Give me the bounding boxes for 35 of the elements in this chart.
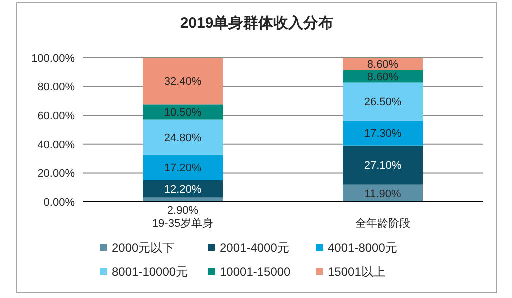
x-tick-label: 全年龄阶段 [356,218,410,230]
data-label: 17.30% [364,128,402,140]
y-tick-label: 20.00% [38,168,76,180]
data-label: 12.20% [164,184,202,196]
legend-label: 15001以上 [328,265,386,280]
data-label: 2.90% [167,204,199,217]
legend-label: 4001-8000元 [328,241,398,256]
y-tick-label: 80.00% [38,82,76,94]
legend-label: 8001-10000元 [112,265,188,280]
bar [343,146,423,185]
bar [143,120,223,156]
data-label: 26.50% [364,96,402,109]
data-label: 32.40% [164,76,202,88]
x-tick-label: 19-35岁单身 [152,217,214,230]
data-label: 27.10% [364,160,402,172]
y-tick-label: 60.00% [38,110,76,122]
y-tick-label: 0.00% [44,196,76,209]
y-tick-label: 100.00% [32,52,76,65]
chart-title: 2019单身群体收入分布 [180,15,334,32]
legend-label: 2001-4000元 [220,241,290,256]
legend-label: 10001-15000 [220,265,292,280]
bar [143,180,223,198]
data-label: 10.50% [164,107,202,120]
bar [143,104,223,120]
bar [343,82,423,121]
y-tick-label: 40.00% [38,139,76,152]
legend-label: 2000元以下 [112,241,175,256]
data-label: 24.80% [164,132,202,144]
data-label: 11.90% [364,188,402,200]
data-label: 8.60% [367,71,399,84]
data-label: 17.20% [164,162,202,175]
bar [143,58,223,105]
bar [143,155,223,180]
data-label: 8.60% [367,59,399,72]
bar [343,120,423,146]
